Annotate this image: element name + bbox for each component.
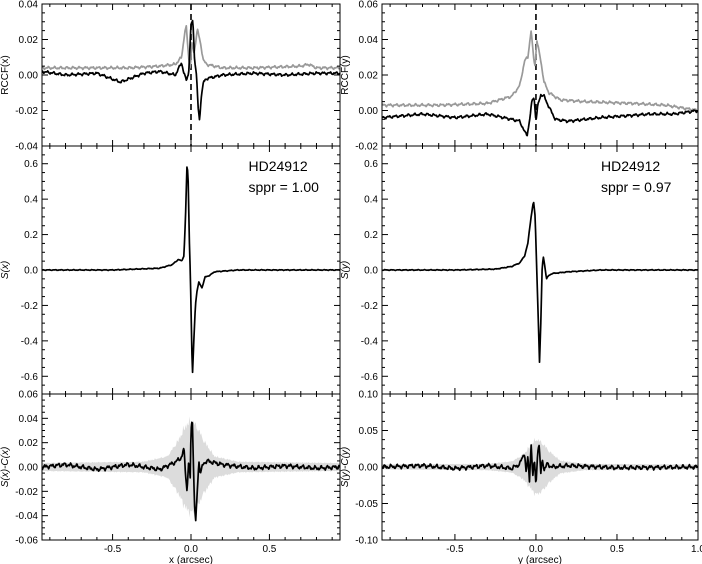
y-tick-label: 0.2 <box>24 230 38 241</box>
y-tick-label: 0.4 <box>364 195 378 206</box>
y-tick-label: 0.4 <box>24 195 38 206</box>
y-tick-label: 0.02 <box>19 438 39 449</box>
y-tick-label: 0.00 <box>359 106 379 117</box>
x-tick-label: -0.5 <box>104 544 122 555</box>
y-tick-label: -0.06 <box>15 536 38 547</box>
panel-resid-x: -0.5 0.0 0.5 -0.06 -0.04 -0.02 0.00 0.02 0.04 0.0… <box>0 390 341 564</box>
y-axis-label: RCCF(x) <box>0 55 11 94</box>
x-tick-label: 0.0 <box>529 544 543 555</box>
y-tick-label: 0.06 <box>19 390 39 401</box>
y-tick-label: 0.02 <box>19 35 39 46</box>
y-tick-label: 0.00 <box>359 463 379 474</box>
series-line-0 <box>381 201 698 364</box>
plot-frame <box>381 3 699 147</box>
panel-rccf-x: -0.04 -0.02 0.00 0.02 0.04 RCCF(x) <box>0 0 341 153</box>
annotation-text: sppr = 0.97 <box>601 179 672 195</box>
y-axis-label: S(y) <box>340 261 351 279</box>
annotation-text: sppr = 1.00 <box>249 179 320 195</box>
y-tick-label: -0.4 <box>21 336 39 347</box>
annotation-text: HD24912 <box>601 158 660 174</box>
y-tick-label: 0.00 <box>19 463 39 474</box>
y-tick-label: 0.0 <box>364 266 378 277</box>
x-tick-label: 0.0 <box>184 544 198 555</box>
y-tick-label: 0.04 <box>19 414 39 425</box>
panel-resid-y: -0.5 0.0 0.5 1.0 -0.10 -0.05 0.00 0.05 0.10 S(y)-… <box>340 390 702 564</box>
y-tick-label: -0.04 <box>15 511 38 522</box>
x-axis-label: x (arcsec) <box>169 555 213 564</box>
y-axis-label: S(y)-C(y) <box>340 447 351 488</box>
y-tick-label: 0.10 <box>359 390 379 401</box>
panel-s-x: -0.6 -0.4 -0.2 0.0 0.2 0.4 0.6 S(x) HD24912 sppr … <box>0 145 341 395</box>
y-axis-label: RCCF(y) <box>340 55 351 94</box>
y-tick-label: 0.04 <box>359 35 379 46</box>
annotation-text: HD24912 <box>249 158 308 174</box>
y-tick-label: 0.6 <box>24 159 38 170</box>
y-tick-label: 0.2 <box>364 230 378 241</box>
y-tick-label: -0.04 <box>15 142 38 153</box>
x-tick-label: 0.5 <box>610 544 624 555</box>
y-tick-label: -0.2 <box>361 301 379 312</box>
y-tick-label: 0.06 <box>359 0 379 11</box>
panel-rccf-y: -0.02 0.00 0.02 0.04 0.06 RCCF(y) <box>340 0 699 153</box>
y-tick-label: 0.6 <box>364 159 378 170</box>
y-tick-label: -0.4 <box>361 336 379 347</box>
y-tick-label: -0.02 <box>15 487 38 498</box>
series-line-0 <box>41 24 341 71</box>
y-tick-label: 0.04 <box>19 0 39 11</box>
y-axis-label: S(x)-C(x) <box>0 447 11 488</box>
y-tick-label: -0.02 <box>15 106 38 117</box>
x-tick-label: 1.0 <box>691 544 702 555</box>
x-tick-label: 0.5 <box>262 544 276 555</box>
panel-s-y: -0.6 -0.4 -0.2 0.0 0.2 0.4 0.6 S(y) HD24912 sppr … <box>340 145 699 395</box>
series-line-0 <box>381 30 699 113</box>
x-tick-label: -0.5 <box>446 544 464 555</box>
y-tick-label: 0.00 <box>19 71 39 82</box>
series-line-1 <box>381 93 699 137</box>
x-axis-label: y (arcsec) <box>518 555 562 564</box>
y-tick-label: -0.2 <box>21 301 39 312</box>
y-tick-label: -0.6 <box>361 372 379 383</box>
y-tick-label: -0.10 <box>355 536 378 547</box>
series-line-1 <box>41 19 341 121</box>
y-tick-label: -0.05 <box>355 499 378 510</box>
series-line-0 <box>381 444 699 483</box>
y-tick-label: 0.02 <box>359 71 379 82</box>
y-tick-label: 0.05 <box>359 426 379 437</box>
y-tick-label: -0.02 <box>355 142 378 153</box>
y-axis-label: S(x) <box>0 261 11 279</box>
series-line-0 <box>41 166 341 374</box>
y-tick-label: -0.6 <box>21 372 39 383</box>
y-tick-label: 0.0 <box>24 266 38 277</box>
series-line-0 <box>41 421 341 522</box>
